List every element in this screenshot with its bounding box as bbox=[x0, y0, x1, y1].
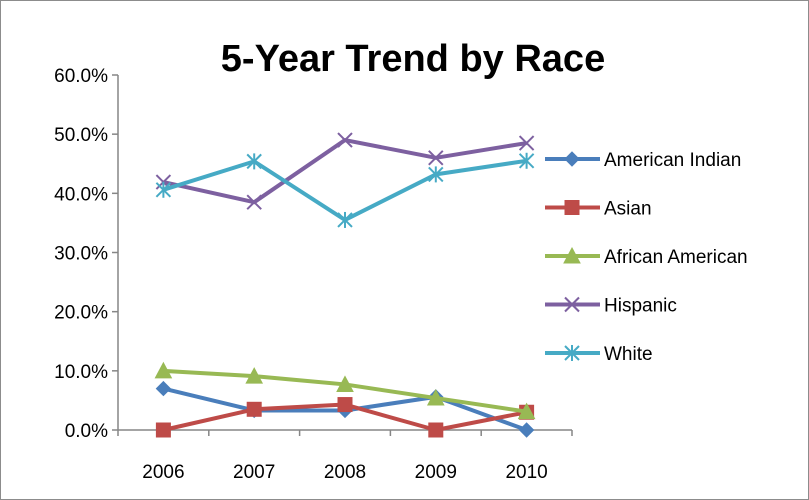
series-layer bbox=[154, 132, 536, 438]
legend-label: African American bbox=[604, 247, 748, 268]
y-tick-label: 10.0% bbox=[54, 362, 108, 383]
data-point-african-american bbox=[517, 402, 536, 420]
y-tick-label: 40.0% bbox=[54, 184, 108, 205]
legend-marker bbox=[564, 345, 580, 361]
data-point-white bbox=[337, 211, 353, 228]
chart-title: 5-Year Trend by Race bbox=[221, 38, 605, 80]
legend-item-asian: Asian bbox=[545, 199, 652, 220]
data-point-white bbox=[518, 152, 535, 169]
legend-marker bbox=[564, 200, 580, 215]
series-white bbox=[155, 152, 535, 228]
legend-item-hispanic: Hispanic bbox=[545, 296, 677, 317]
data-point-hispanic bbox=[518, 135, 535, 151]
data-point-african-american bbox=[154, 361, 173, 379]
legend: American Indian Asian African American Hisp… bbox=[545, 150, 748, 365]
y-tick-label: 50.0% bbox=[54, 125, 108, 146]
x-tick-label: 2006 bbox=[142, 462, 184, 483]
data-point-white bbox=[246, 153, 262, 170]
data-point-asian bbox=[428, 422, 444, 438]
x-tick-label: 2008 bbox=[324, 462, 366, 483]
data-point-african-american bbox=[245, 367, 264, 384]
legend-marker bbox=[564, 151, 580, 167]
legend-label: White bbox=[604, 344, 653, 365]
data-point-hispanic bbox=[337, 132, 353, 148]
x-axis-ticks: 2006 2007 2008 2009 2010 bbox=[117, 430, 573, 483]
legend-item-american-indian: American Indian bbox=[545, 150, 741, 171]
y-tick-label: 30.0% bbox=[54, 244, 108, 265]
series-line-white bbox=[162, 158, 527, 222]
data-point-hispanic bbox=[428, 150, 444, 166]
data-point-asian bbox=[337, 397, 353, 413]
legend-marker bbox=[563, 246, 581, 264]
legend-item-white: White bbox=[545, 344, 653, 365]
series-hispanic bbox=[155, 132, 535, 210]
y-tick-label: 60.0% bbox=[54, 66, 108, 87]
data-point-asian bbox=[246, 401, 262, 417]
data-point-american-indian bbox=[155, 380, 172, 397]
data-point-african-american bbox=[426, 388, 445, 406]
legend-marker bbox=[564, 296, 580, 313]
data-point-asian bbox=[155, 422, 171, 438]
data-point-white bbox=[428, 166, 444, 183]
x-tick-label: 2009 bbox=[415, 462, 457, 483]
legend-item-african-american: African American bbox=[545, 246, 748, 268]
series-african-american bbox=[154, 361, 536, 420]
x-tick-label: 2007 bbox=[233, 462, 275, 483]
data-point-african-american bbox=[336, 375, 354, 392]
legend-label: Asian bbox=[604, 199, 652, 220]
data-point-white bbox=[155, 181, 172, 198]
y-tick-label: 0.0% bbox=[65, 421, 108, 442]
x-tick-label: 2010 bbox=[505, 462, 547, 483]
data-point-hispanic bbox=[246, 194, 262, 210]
legend-label: American Indian bbox=[604, 150, 741, 171]
y-axis-ticks: 0.0% 10.0% 20.0% 30.0% 40.0% 50.0% 60.0% bbox=[54, 66, 118, 442]
data-point-american-indian bbox=[518, 422, 535, 438]
y-tick-label: 20.0% bbox=[54, 303, 108, 324]
legend-label: Hispanic bbox=[604, 296, 677, 317]
